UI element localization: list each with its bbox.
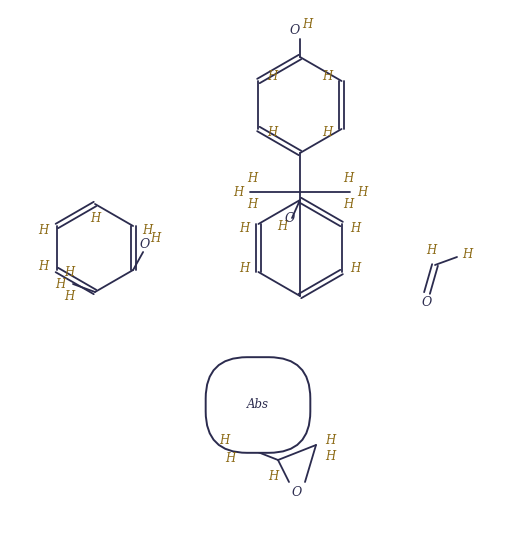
Text: O: O — [285, 212, 295, 225]
Text: H: H — [233, 186, 243, 198]
Text: H: H — [343, 172, 353, 186]
Text: H: H — [325, 450, 335, 463]
Text: O: O — [422, 296, 432, 310]
Text: H: H — [462, 248, 472, 262]
Text: H: H — [219, 434, 229, 447]
Text: H: H — [90, 211, 100, 225]
Text: O: O — [140, 238, 150, 250]
Text: H: H — [325, 434, 335, 447]
Text: O: O — [290, 25, 300, 37]
Text: Abs: Abs — [247, 399, 269, 411]
Text: H: H — [323, 71, 333, 83]
Text: H: H — [239, 262, 249, 274]
Text: H: H — [323, 126, 333, 140]
Text: H: H — [225, 453, 235, 465]
Text: H: H — [55, 278, 65, 291]
Text: H: H — [247, 172, 257, 186]
Text: H: H — [343, 198, 353, 211]
Text: H: H — [302, 18, 312, 30]
Text: H: H — [277, 220, 287, 233]
Text: H: H — [268, 470, 278, 483]
Text: H: H — [142, 224, 152, 236]
Text: H: H — [64, 289, 74, 302]
Text: H: H — [426, 244, 436, 257]
Text: H: H — [38, 224, 48, 236]
Text: H: H — [351, 262, 361, 274]
Text: H: H — [357, 186, 367, 198]
Text: H: H — [239, 221, 249, 234]
Text: O: O — [292, 485, 302, 499]
Text: H: H — [38, 259, 48, 272]
Text: H: H — [247, 198, 257, 211]
Text: H: H — [351, 221, 361, 234]
Text: H: H — [150, 232, 160, 244]
Text: H: H — [267, 71, 277, 83]
Text: H: H — [64, 265, 74, 279]
Text: H: H — [267, 126, 277, 140]
